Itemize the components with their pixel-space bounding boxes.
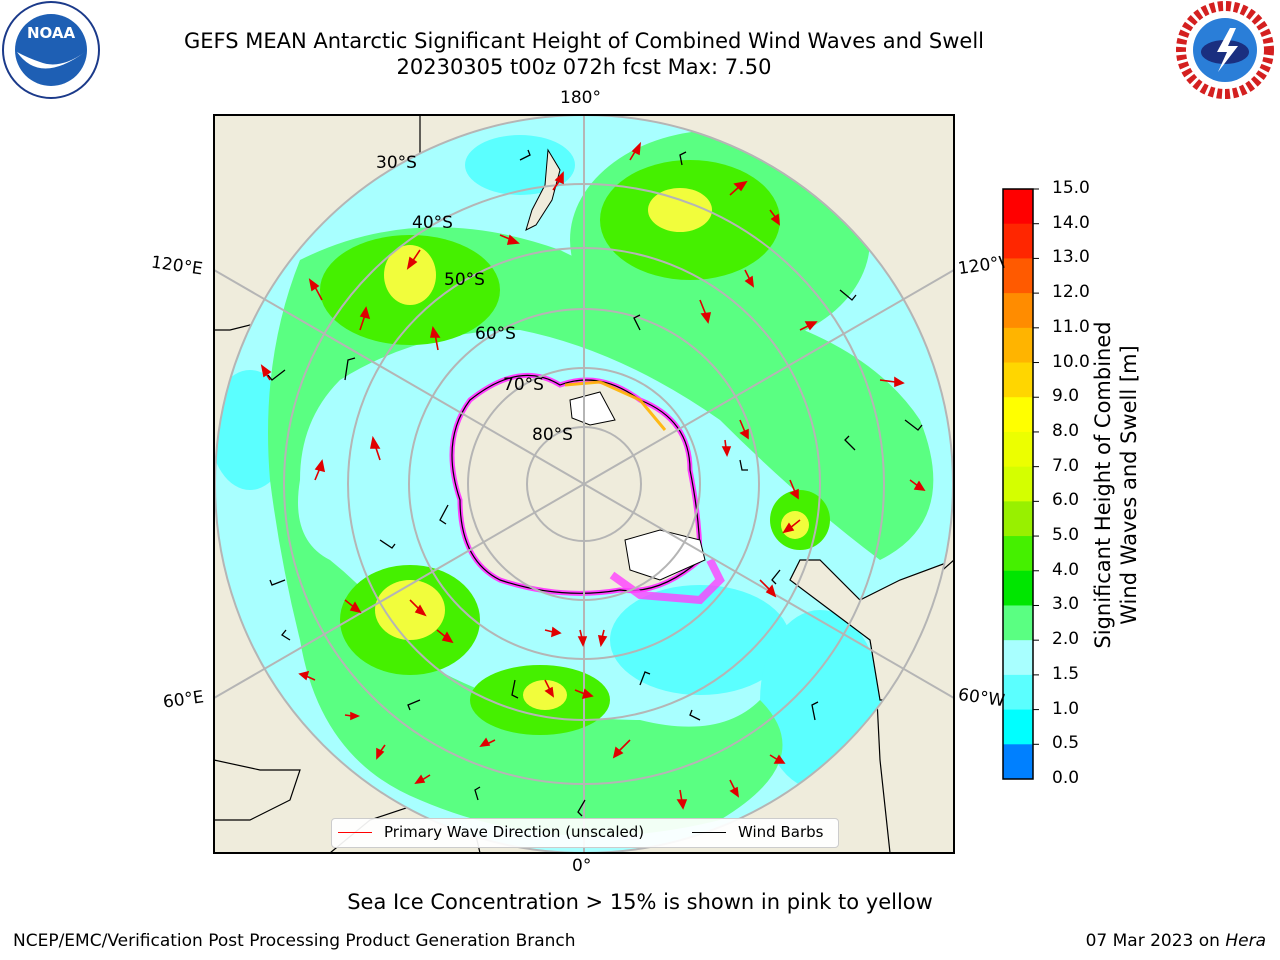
colorbar-segment: [1003, 362, 1033, 398]
colorbar-segment: [1003, 327, 1033, 364]
legend-primary-wave-label: Primary Wave Direction (unscaled): [384, 823, 645, 841]
colorbar-tick-label: 0.5: [1052, 733, 1080, 754]
lat-label-30s: 30°S: [376, 153, 417, 173]
lat-label-40s: 40°S: [412, 213, 453, 233]
chart-title: GEFS MEAN Antarctic Significant Height o…: [183, 29, 985, 53]
sea-ice-ross: [564, 380, 667, 431]
colorbar-segment: [1003, 674, 1033, 711]
credit-host: Hera: [1225, 931, 1266, 951]
colorbar-segment: [1003, 501, 1033, 537]
legend-black-line: [692, 831, 726, 833]
map-legend: Primary Wave Direction (unscaled) Wind B…: [331, 818, 839, 848]
legend-wind-barbs: Wind Barbs: [692, 823, 823, 841]
credit-date-text: 07 Mar 2023 on: [1085, 931, 1226, 951]
legend-red-line: [338, 831, 372, 833]
svg-text:NOAA: NOAA: [27, 24, 76, 42]
colorbar-tick-label: 7.0: [1052, 455, 1080, 476]
legend-wind-barbs-label: Wind Barbs: [738, 823, 824, 841]
colorbar-tick-label: 0.0: [1052, 768, 1080, 788]
lat-label-50s: 50°S: [444, 270, 485, 290]
colorbar-segment: [1003, 397, 1033, 433]
cyan-patch-south: [610, 585, 790, 695]
madagascar-land: [214, 759, 301, 821]
wave-band-3m: [268, 227, 934, 837]
colorbar-tick-label: 9.0: [1052, 386, 1080, 407]
colorbar-tick-label: 2.0: [1052, 629, 1080, 650]
lat-label-80s: 80°S: [532, 425, 573, 445]
colorbar-tick-label: 5.0: [1052, 525, 1080, 546]
lat-label-70s: 70°S: [503, 375, 544, 395]
legend-primary-wave: Primary Wave Direction (unscaled): [338, 823, 644, 841]
colorbar-tick-label: 1.5: [1052, 663, 1080, 684]
colorbar-tick-label: 11.0: [1052, 316, 1090, 337]
colorbar-tick-label: 14.0: [1052, 212, 1090, 233]
colorbar-segment: [1003, 605, 1033, 641]
colorbar-tick-label: 6.0: [1052, 490, 1080, 511]
colorbar-segment: [1003, 640, 1033, 676]
lat-label-60s: 60°S: [475, 324, 516, 344]
colorbar-segment: [1003, 258, 1033, 294]
colorbar-label: Significant Height of Combined Wind Wave…: [1090, 321, 1142, 648]
wave-peak-d: [523, 680, 567, 710]
colorbar-tick-label: 10.0: [1052, 351, 1090, 372]
colorbar-label-line1: Significant Height of Combined: [1091, 321, 1115, 649]
new-zealand-land: [525, 148, 561, 231]
colorbar: [1003, 188, 1039, 780]
colorbar-label-line2: Wind Waves and Swell [m]: [1117, 345, 1141, 625]
colorbar-segment: [1003, 223, 1033, 259]
colorbar-tick-label: 3.0: [1052, 594, 1080, 615]
wave-direction-arrows: [260, 141, 926, 810]
colorbar-segment: [1003, 189, 1033, 225]
colorbar-frame: [1002, 188, 1034, 780]
colorbar-tick-label: 15.0: [1052, 178, 1090, 198]
noaa-logo: NOAA: [2, 1, 100, 99]
lon-label-0: 0°: [572, 856, 592, 876]
credit-date: 07 Mar 2023 on Hera: [1086, 931, 1266, 951]
colorbar-tick-label: 12.0: [1052, 282, 1090, 303]
colorbar-tick-label: 4.0: [1052, 559, 1080, 580]
map-frame: [213, 114, 955, 854]
wave-peak-a: [384, 245, 436, 305]
ross-ice-shelf: [569, 391, 616, 426]
wave-peak-b: [648, 188, 712, 232]
credit-branch: NCEP/EMC/Verification Post Processing Pr…: [13, 931, 576, 951]
colorbar-tick-label: 8.0: [1052, 420, 1080, 441]
wind-barbs: [267, 149, 923, 817]
colorbar-segment: [1003, 744, 1033, 780]
colorbar-segment: [1003, 293, 1033, 329]
colorbar-tick-label: 13.0: [1052, 247, 1090, 268]
colorbar-segment: [1003, 431, 1033, 468]
colorbar-segment: [1003, 466, 1033, 502]
colorbar-segment: [1003, 536, 1033, 572]
colorbar-segment: [1003, 709, 1033, 745]
chart-subtitle: 20230305 t00z 072h fcst Max: 7.50: [396, 55, 772, 79]
colorbar-tick-label: 1.0: [1052, 698, 1080, 719]
sea-ice-footnote: Sea Ice Concentration > 15% is shown in …: [347, 890, 933, 914]
colorbar-segment: [1003, 570, 1033, 606]
sea-ice-weddell: [609, 558, 725, 605]
nws-logo: [1176, 1, 1274, 99]
lon-label-180: 180°: [560, 88, 601, 108]
